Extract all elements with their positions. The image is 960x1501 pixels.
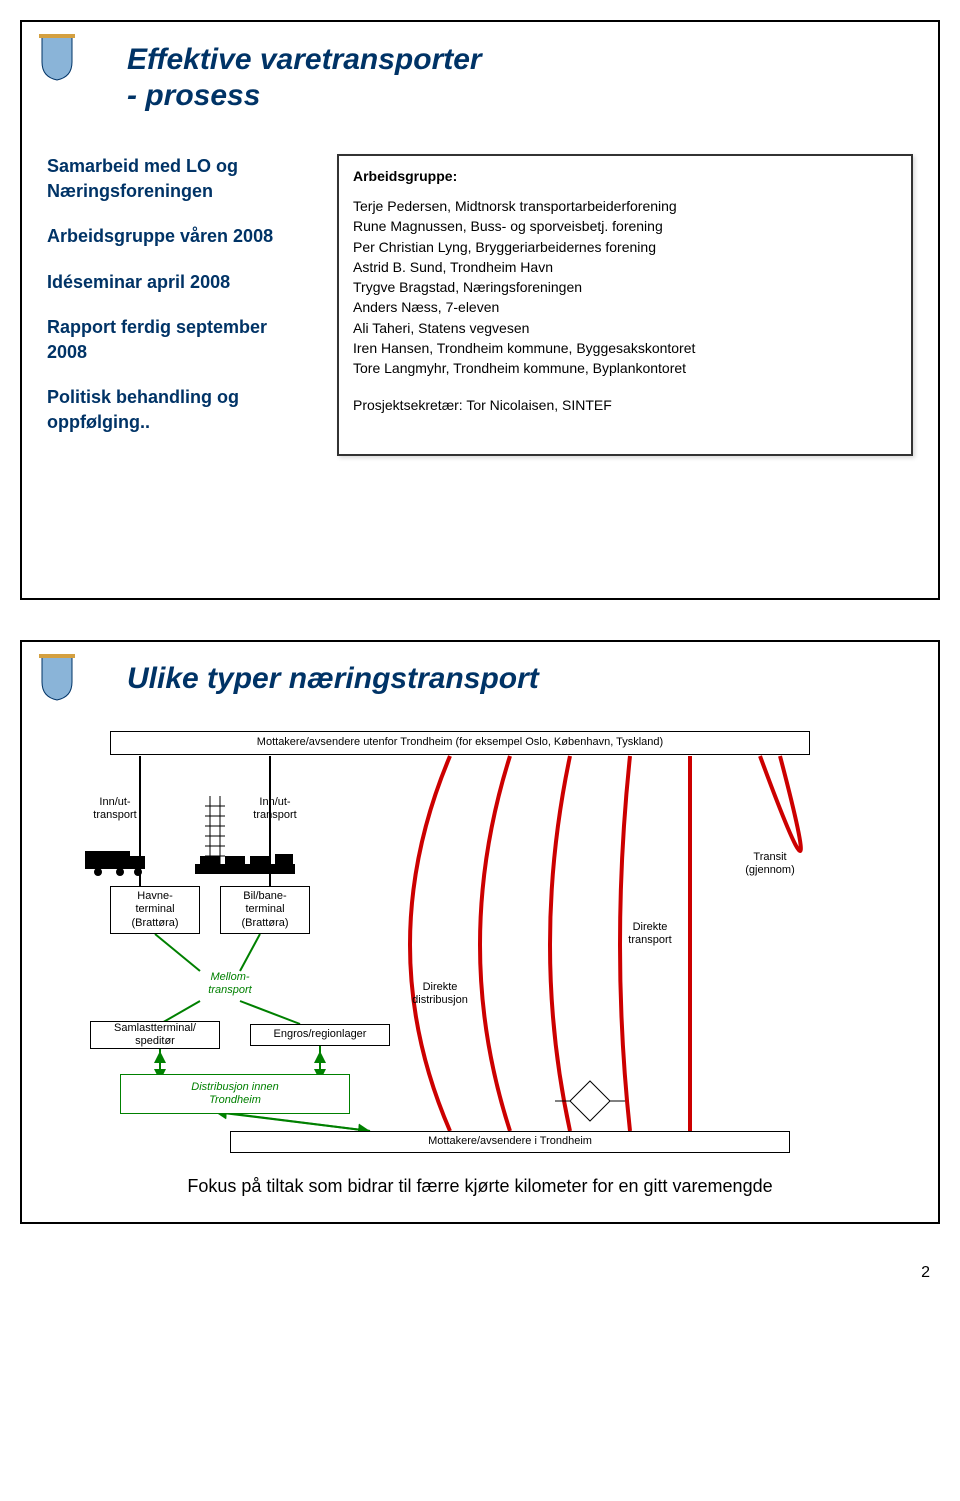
transit-label: Transit(gjennom) [730,851,810,877]
top-receivers-box: Mottakere/avsendere utenfor Trondheim (f… [110,731,810,755]
inout-label-1: Inn/ut-transport [85,796,145,822]
distribution-inner-box: Distribusjon innenTrondheim [120,1074,350,1114]
train-icon [195,854,295,874]
slide1-right-box: Arbeidsgruppe: Terje Pedersen, Midtnorsk… [337,154,913,456]
slide1-title: Effektive varetransporter - prosess [127,42,913,114]
bottom-receivers-box: Mottakere/avsendere i Trondheim [230,1131,790,1153]
direkte-transport-label: Direktetransport [610,921,690,947]
member-5: Anders Næss, 7-eleven [353,299,499,315]
left-p3: Idéseminar april 2008 [47,270,307,295]
slide2-title: Ulike typer næringstransport [127,662,913,696]
arbeidsgruppe-members: Terje Pedersen, Midtnorsk transportarbei… [353,196,897,379]
title-line1: Effektive varetransporter [127,43,482,76]
engros-box: Engros/regionlager [250,1024,390,1046]
left-p4: Rapport ferdig september 2008 [47,315,307,365]
samlast-box: Samlastterminal/speditør [90,1021,220,1049]
slide-2: Ulike typer næringstransport [20,640,940,1224]
member-8: Tore Langmyhr, Trondheim kommune, Byplan… [353,360,686,376]
secretary-line: Prosjektsekretær: Tor Nicolaisen, SINTEF [353,395,897,415]
slide1-body: Samarbeid med LO og Næringsforeningen Ar… [47,154,913,456]
bilbane-terminal-box: Bil/bane-terminal(Brattøra) [220,886,310,934]
truck-icon [85,851,145,876]
title-line2: - prosess [127,79,260,112]
left-p5: Politisk behandling og oppfølging.. [47,385,307,435]
direkte-distribusjon-label: Direktedistribusjon [400,981,480,1007]
arbeidsgruppe-heading: Arbeidsgruppe: [353,168,897,184]
member-3: Astrid B. Sund, Trondheim Havn [353,259,553,275]
member-6: Ali Taheri, Statens vegvesen [353,320,529,336]
inout-label-2: Inn/ut-transport [245,796,305,822]
left-p2: Arbeidsgruppe våren 2008 [47,224,307,249]
member-2: Per Christian Lyng, Bryggeriarbeidernes … [353,239,656,255]
member-4: Trygve Bragstad, Næringsforeningen [353,279,582,295]
havne-terminal-box: Havne-terminal(Brattøra) [110,886,200,934]
logo-coat-of-arms [37,32,77,82]
diagram-area: Mottakere/avsendere utenfor Trondheim (f… [70,706,890,1166]
left-p1: Samarbeid med LO og Næringsforeningen [47,154,307,204]
slide-1: Effektive varetransporter - prosess Sama… [20,20,940,600]
member-7: Iren Hansen, Trondheim kommune, Byggesak… [353,340,695,356]
page-number: 2 [20,1264,940,1282]
logo-coat-of-arms-2 [37,652,77,702]
slide2-footer: Fokus på tiltak som bidrar til færre kjø… [47,1176,913,1197]
member-1: Rune Magnussen, Buss- og sporveisbetj. f… [353,218,663,234]
member-0: Terje Pedersen, Midtnorsk transportarbei… [353,198,677,214]
slide1-left-column: Samarbeid med LO og Næringsforeningen Ar… [47,154,307,456]
mellom-transport-label: Mellom-transport [190,971,270,997]
